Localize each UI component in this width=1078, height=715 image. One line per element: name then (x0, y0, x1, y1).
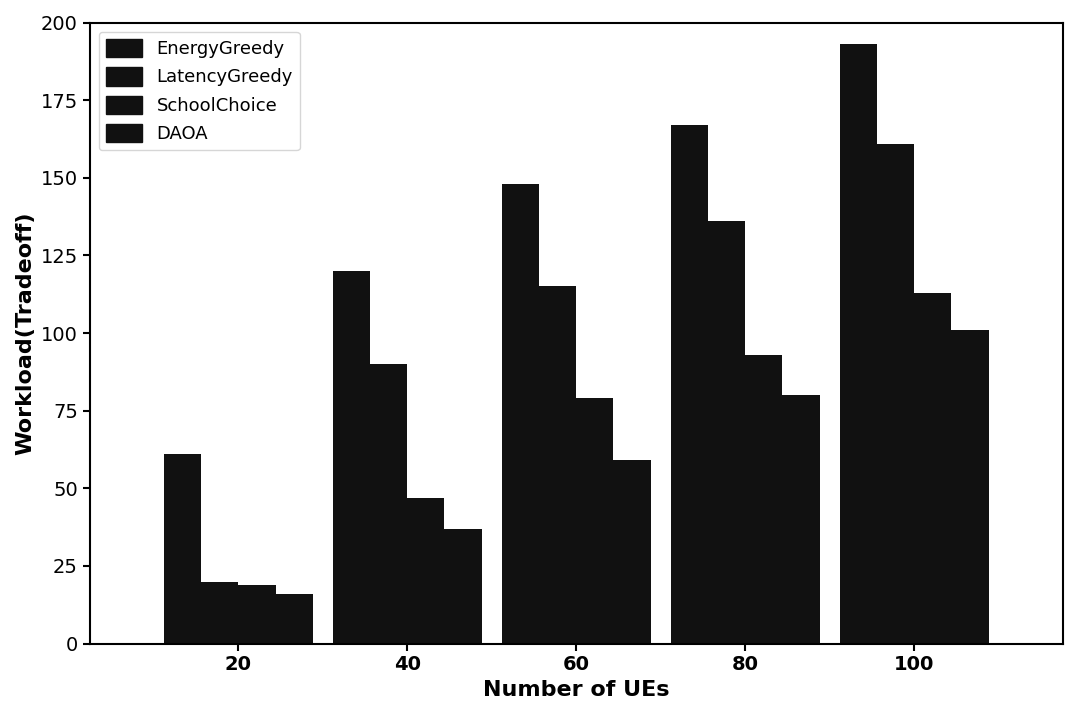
Bar (877, 144, 914, 644)
Bar (577, 398, 613, 644)
Bar (840, 44, 877, 644)
Bar (952, 330, 989, 644)
Bar (202, 581, 238, 644)
Bar (164, 454, 202, 644)
Legend: EnergyGreedy, LatencyGreedy, SchoolChoice, DAOA: EnergyGreedy, LatencyGreedy, SchoolChoic… (99, 31, 300, 150)
Y-axis label: Workload(Tradeoff): Workload(Tradeoff) (15, 212, 34, 455)
Bar (613, 460, 651, 644)
Bar (276, 594, 313, 644)
Bar (539, 287, 577, 644)
Bar (745, 355, 783, 644)
Bar (783, 395, 819, 644)
Bar (444, 528, 482, 644)
Bar (407, 498, 444, 644)
Bar (502, 184, 539, 644)
Bar (708, 221, 745, 644)
X-axis label: Number of UEs: Number of UEs (483, 680, 669, 700)
Bar (333, 271, 370, 644)
Bar (914, 292, 952, 644)
Bar (671, 125, 708, 644)
Bar (370, 364, 407, 644)
Bar (238, 585, 276, 644)
